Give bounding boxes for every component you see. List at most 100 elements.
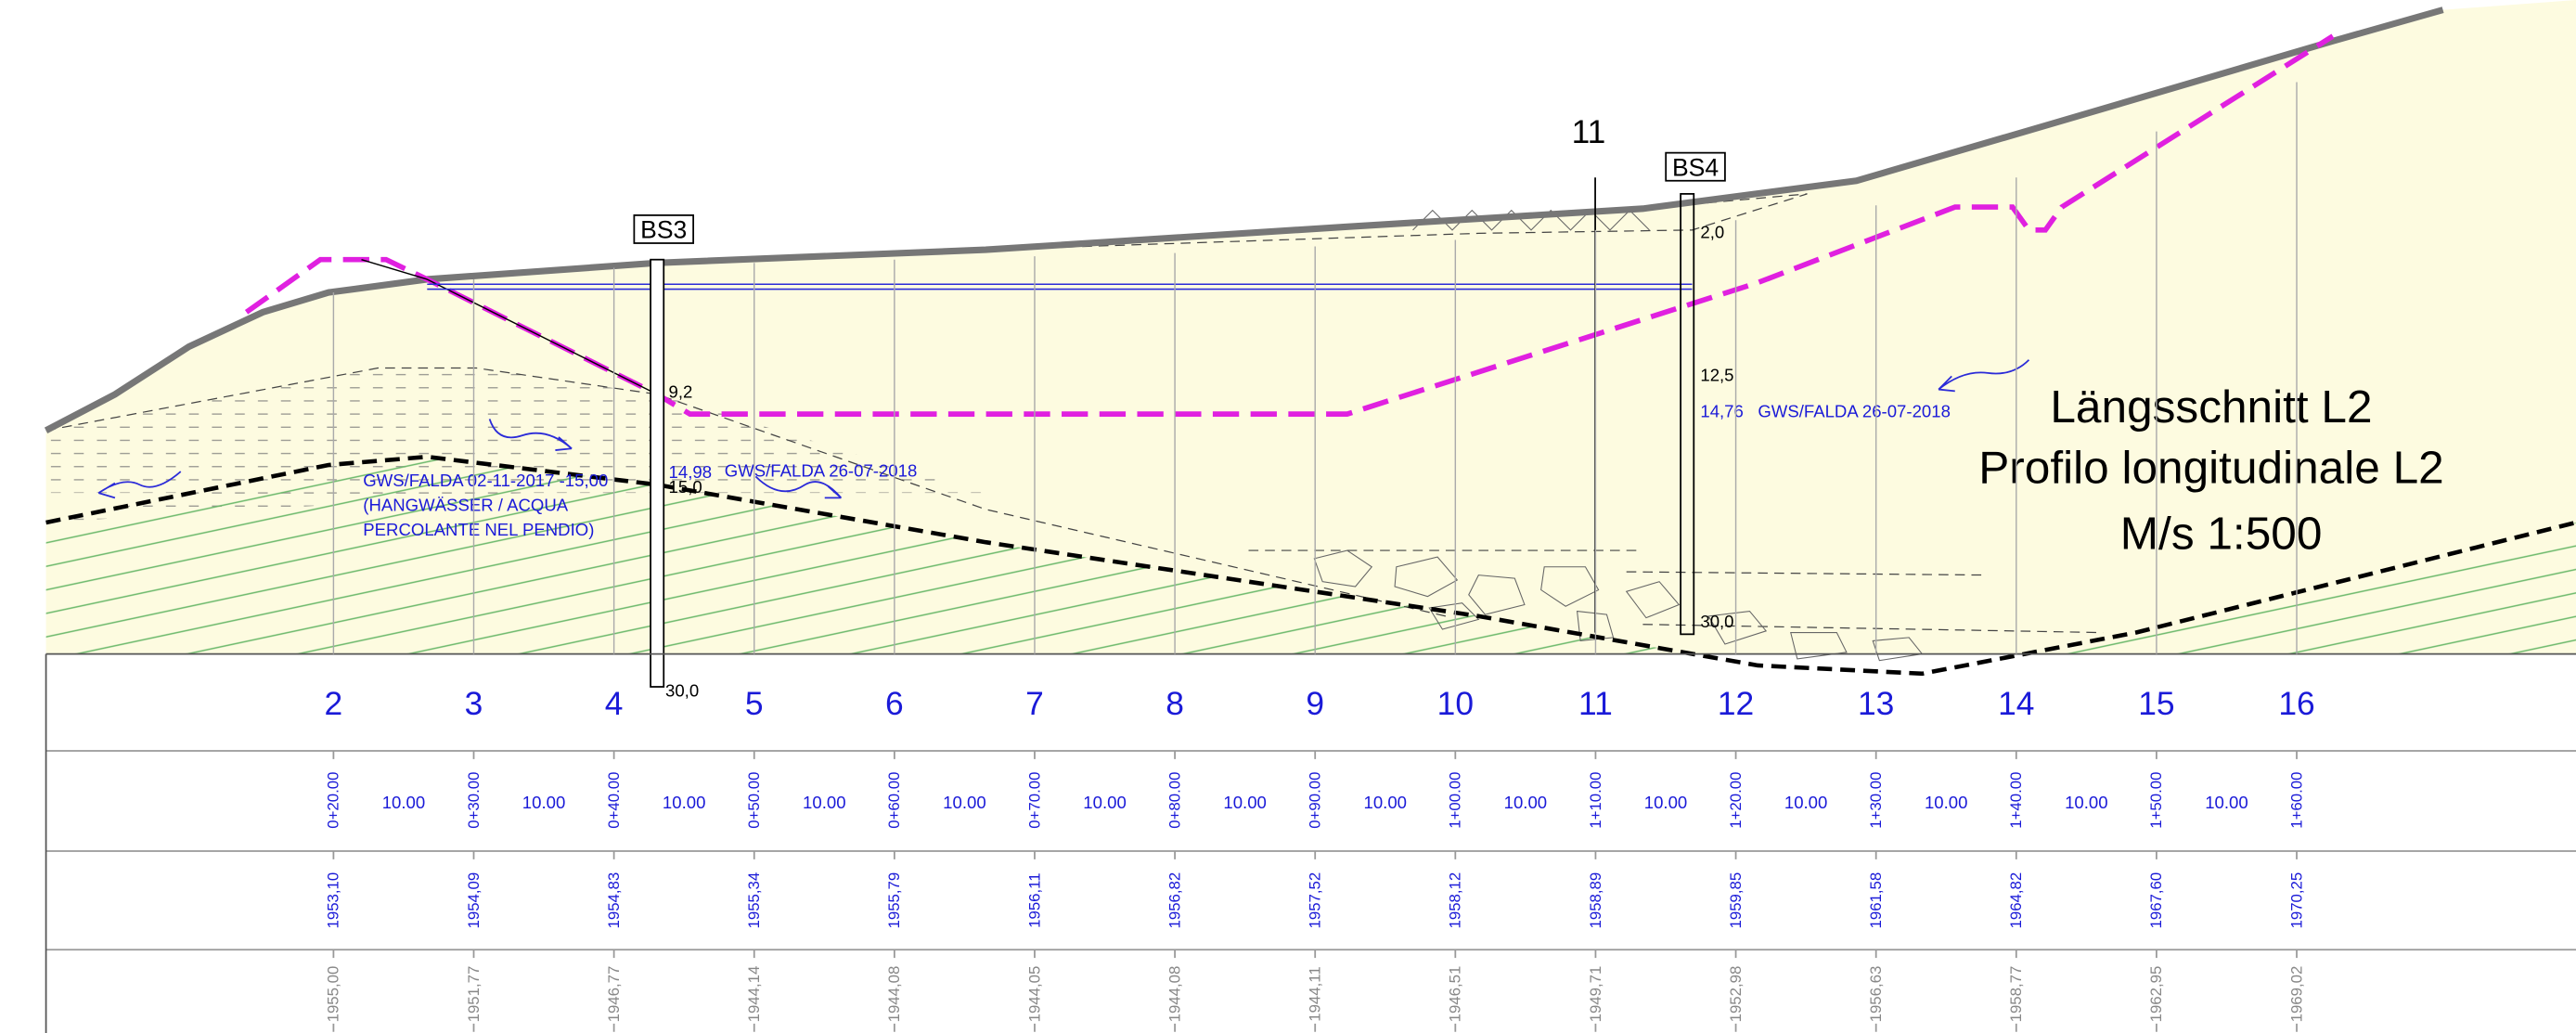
station-number: 13: [1858, 685, 1894, 722]
table-grid: [45, 652, 2576, 1033]
ground-elevation: 1944,08: [885, 966, 903, 1023]
depth-label: 30,0: [1700, 612, 1733, 631]
design-elevation: 1967,60: [2147, 872, 2165, 929]
distance: 10.00: [1644, 793, 1688, 812]
chainage: 1+20.00: [1727, 772, 1745, 829]
depth-label: 9,2: [669, 381, 693, 401]
groundwater-label: GWS/FALDA 02-11-2017 -15,00: [363, 471, 608, 490]
station-number: 9: [1306, 685, 1324, 722]
design-elevation: 1959,85: [1727, 872, 1745, 929]
chainage: 1+40.00: [2007, 772, 2025, 829]
terrain-line: [44, 6, 2444, 433]
ground-elevation: 1944,11: [1307, 966, 1324, 1021]
design-line: [244, 33, 2335, 417]
groundwater-label: PERCOLANTE NEL PENDIO): [363, 520, 594, 539]
design-elevation: 1955,79: [885, 872, 903, 929]
station-number: 16: [2278, 685, 2314, 722]
depth-label: 12,5: [1700, 366, 1733, 385]
borehole-bs4: BS4 2,0 12,5 14,76 30,0: [1665, 151, 1744, 636]
chainage: 0+40.00: [605, 772, 623, 829]
station-number: 15: [2138, 685, 2174, 722]
station-number: 2: [325, 685, 343, 722]
chainage: 1+60.00: [2287, 772, 2305, 829]
distance: 10.00: [2065, 793, 2108, 812]
title: M/s 1:500: [2120, 507, 2323, 559]
ground-elevation: 1955,00: [325, 966, 342, 1023]
design-elevation: 1953,10: [325, 872, 342, 929]
distance: 10.00: [1925, 793, 1968, 812]
distance: 10.00: [2205, 793, 2248, 812]
ground-elevation: 1962,95: [2147, 966, 2165, 1023]
depth-label: 2,0: [1700, 223, 1724, 242]
design-elevation: 1954,09: [465, 872, 483, 929]
ground-elevation: 1944,08: [1166, 966, 1183, 1023]
ground-elevation: 1958,77: [2007, 966, 2025, 1023]
distance: 10.00: [943, 793, 986, 812]
distance: 10.00: [522, 793, 566, 812]
distance: 10.00: [1784, 793, 1828, 812]
chainage: 1+30.00: [1867, 772, 1885, 829]
chainage: 0+80.00: [1166, 772, 1183, 829]
chainage: 1+10.00: [1587, 772, 1604, 829]
ground-elevation: 1949,71: [1587, 966, 1604, 1023]
station-number: 11: [1578, 685, 1613, 722]
design-elevation: 1970,25: [2287, 872, 2305, 929]
ground-elevation: 1944,14: [745, 966, 763, 1023]
design-elevation: 1958,89: [1587, 872, 1604, 929]
distance: 10.00: [1504, 793, 1548, 812]
design-elevation: 1954,83: [605, 872, 623, 929]
design-edge: [361, 259, 658, 395]
cobbles: [1313, 209, 1924, 662]
station-number: 6: [885, 685, 904, 722]
distance: 10.00: [382, 793, 426, 812]
depth-label: 14,98: [669, 462, 713, 482]
chainage: 0+60.00: [885, 772, 903, 829]
chainage: 0+30.00: [465, 772, 483, 829]
chainage: 0+50.00: [745, 772, 763, 829]
design-elevation: 1956,82: [1166, 872, 1183, 929]
chainage: 0+20.00: [325, 772, 342, 829]
station-number: 8: [1166, 685, 1184, 722]
station-number: 7: [1025, 685, 1044, 722]
section-number: 11: [1572, 113, 1606, 150]
design-elevation: 1958,12: [1447, 872, 1464, 929]
design-elevation: 1964,82: [2007, 872, 2025, 929]
ground-elevation: 1951,77: [465, 966, 483, 1023]
layer-lines: [45, 193, 2104, 634]
borehole-name: BS3: [640, 216, 687, 244]
chainage: 1+00.00: [1447, 772, 1464, 829]
ground-elevation: 1956,63: [1867, 966, 1885, 1023]
distance: 10.00: [1364, 793, 1408, 812]
title: Längsschnitt L2: [2050, 381, 2372, 433]
design-elevation: 1956,11: [1025, 872, 1043, 927]
ground-elevation: 1969,02: [2287, 966, 2305, 1023]
depth-label: 15,0: [669, 477, 702, 497]
station-number: 4: [605, 685, 624, 722]
distance: 10.00: [1083, 793, 1127, 812]
groundwater-label: GWS/FALDA 26-07-2018: [725, 460, 918, 480]
chainage: 0+90.00: [1307, 772, 1324, 829]
ground-elevation: 1946,77: [605, 966, 623, 1023]
station-number: 3: [465, 685, 483, 722]
borehole-name: BS4: [1672, 153, 1719, 181]
ground-elevation: 1946,51: [1447, 966, 1464, 1023]
depth-label: 14,76: [1700, 402, 1744, 421]
flow-arrows: [97, 359, 2030, 499]
distance: 10.00: [663, 793, 706, 812]
station-number: 14: [1998, 685, 2034, 722]
distance: 10.00: [1223, 793, 1267, 812]
station-number: 12: [1718, 685, 1754, 722]
design-elevation: 1961,58: [1867, 872, 1885, 929]
groundwater-label: (HANGWÄSSER / ACQUA: [363, 496, 569, 515]
design-elevation: 1957,52: [1307, 872, 1324, 929]
water-line: [427, 283, 1693, 291]
chainage: 0+70.00: [1025, 772, 1043, 829]
station-number: 5: [745, 685, 764, 722]
design-elevation: 1955,34: [745, 872, 763, 929]
title: Profilo longitudinale L2: [1978, 441, 2443, 493]
groundwater-label: GWS/FALDA 26-07-2018: [1758, 402, 1951, 421]
station-number: 10: [1437, 685, 1474, 722]
borehole-bs3: BS3 9,2 14,98 15,0 30,0: [633, 214, 713, 701]
